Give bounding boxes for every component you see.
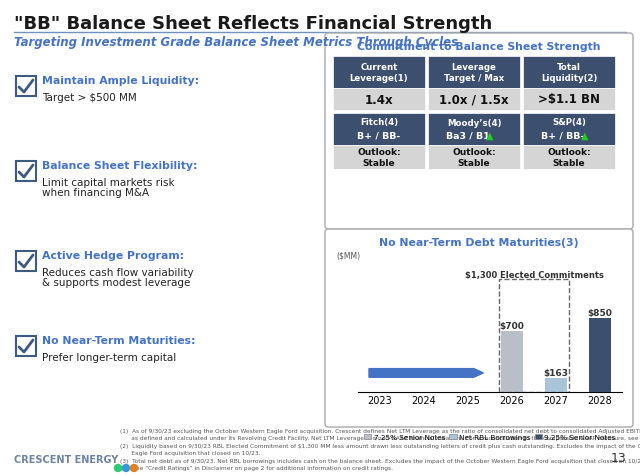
- Circle shape: [122, 465, 129, 472]
- Legend: 7.25% Senior Notes, Net RBL Borrowings, 9.25% Senior Notes: 7.25% Senior Notes, Net RBL Borrowings, …: [362, 431, 619, 443]
- Bar: [333, 57, 425, 89]
- Text: Balance Sheet Flexibility:: Balance Sheet Flexibility:: [42, 161, 198, 170]
- Bar: [499, 280, 569, 392]
- Text: (2)  Liquidity based on 9/30/23 RBL Elected Commitment of $1,300 MM less amount : (2) Liquidity based on 9/30/23 RBL Elect…: [120, 443, 640, 448]
- Circle shape: [131, 465, 138, 472]
- Text: $1,300 Elected Commitments: $1,300 Elected Commitments: [465, 270, 604, 279]
- Bar: [16, 336, 36, 356]
- Text: 1.0x / 1.5x: 1.0x / 1.5x: [439, 93, 509, 106]
- Text: S&P(4): S&P(4): [552, 118, 586, 127]
- Bar: [333, 114, 425, 146]
- Bar: [501, 332, 523, 392]
- Bar: [523, 89, 615, 111]
- Bar: [589, 318, 611, 392]
- FancyArrow shape: [369, 369, 483, 377]
- Text: B+ / BB-: B+ / BB-: [541, 131, 584, 140]
- Text: No Near-Term Maturities:: No Near-Term Maturities:: [42, 335, 195, 345]
- Text: Maintain Ample Liquidity:: Maintain Ample Liquidity:: [42, 76, 199, 86]
- Circle shape: [115, 465, 122, 472]
- Bar: [428, 57, 520, 89]
- Bar: [333, 89, 425, 111]
- Text: No Near-Term Debt Maturities(3): No Near-Term Debt Maturities(3): [380, 238, 579, 248]
- Bar: [523, 114, 615, 146]
- Bar: [545, 378, 567, 392]
- Text: (4)  See “Credit Ratings” in Disclaimer on page 2 for additional information on : (4) See “Credit Ratings” in Disclaimer o…: [120, 466, 393, 470]
- Text: Total
Liquidity(2): Total Liquidity(2): [541, 63, 597, 82]
- Text: Current
Leverage(1): Current Leverage(1): [349, 63, 408, 82]
- Bar: [16, 251, 36, 271]
- Text: Outlook:
Stable: Outlook: Stable: [357, 148, 401, 168]
- Text: Limit capital markets risk: Limit capital markets risk: [42, 178, 175, 188]
- Text: Outlook:
Stable: Outlook: Stable: [547, 148, 591, 168]
- Text: ▲: ▲: [486, 131, 493, 141]
- Text: (3)  Total net debt as of 9/30/23. Net RBL borrowings includes cash on the balan: (3) Total net debt as of 9/30/23. Net RB…: [120, 458, 640, 463]
- Text: Eagle Ford acquisition that closed on 10/23.: Eagle Ford acquisition that closed on 10…: [120, 451, 260, 456]
- Text: Targeting Investment Grade Balance Sheet Metrics Through Cycles: Targeting Investment Grade Balance Sheet…: [14, 36, 458, 49]
- Bar: [16, 77, 36, 97]
- Text: Target > $500 MM: Target > $500 MM: [42, 93, 137, 103]
- Bar: [16, 162, 36, 182]
- Text: "BB" Balance Sheet Reflects Financial Strength: "BB" Balance Sheet Reflects Financial St…: [14, 15, 492, 33]
- Bar: [333, 146, 425, 169]
- Text: $700: $700: [500, 322, 524, 331]
- Bar: [523, 146, 615, 169]
- Text: 13: 13: [611, 451, 626, 464]
- Bar: [523, 57, 615, 89]
- Text: ▲: ▲: [581, 131, 589, 141]
- Text: Prefer longer-term capital: Prefer longer-term capital: [42, 352, 176, 362]
- Text: & supports modest leverage: & supports modest leverage: [42, 278, 190, 288]
- Bar: [428, 146, 520, 169]
- Text: Reduces cash flow variability: Reduces cash flow variability: [42, 268, 194, 278]
- Text: Outlook:
Stable: Outlook: Stable: [452, 148, 496, 168]
- Text: $850: $850: [588, 308, 612, 317]
- Text: as defined and calculated under its Revolving Credit Facility. Net LTM Leverage : as defined and calculated under its Revo…: [120, 436, 640, 441]
- Text: Fitch(4): Fitch(4): [360, 118, 398, 127]
- Text: 1.4x: 1.4x: [365, 93, 394, 106]
- Text: >$1.1 BN: >$1.1 BN: [538, 93, 600, 106]
- Text: ($MM): ($MM): [336, 250, 360, 259]
- Bar: [428, 89, 520, 111]
- Text: Commitment to Balance Sheet Strength: Commitment to Balance Sheet Strength: [357, 42, 601, 52]
- Text: Leverage
Target / Max: Leverage Target / Max: [444, 63, 504, 82]
- Text: Active Hedge Program:: Active Hedge Program:: [42, 250, 184, 260]
- FancyBboxPatch shape: [325, 229, 633, 427]
- Text: B+ / BB-: B+ / BB-: [357, 131, 401, 140]
- Text: Ba3 / B1: Ba3 / B1: [446, 131, 490, 140]
- FancyBboxPatch shape: [325, 34, 633, 229]
- Text: $163: $163: [543, 368, 568, 377]
- Text: CRESCENT ENERGY: CRESCENT ENERGY: [14, 454, 118, 464]
- Text: Moody’s(4): Moody’s(4): [447, 118, 501, 127]
- Bar: [428, 114, 520, 146]
- Text: (1)  As of 9/30/23 excluding the October Western Eagle Ford acquisition. Crescen: (1) As of 9/30/23 excluding the October …: [120, 428, 640, 433]
- Text: when financing M&A: when financing M&A: [42, 188, 149, 198]
